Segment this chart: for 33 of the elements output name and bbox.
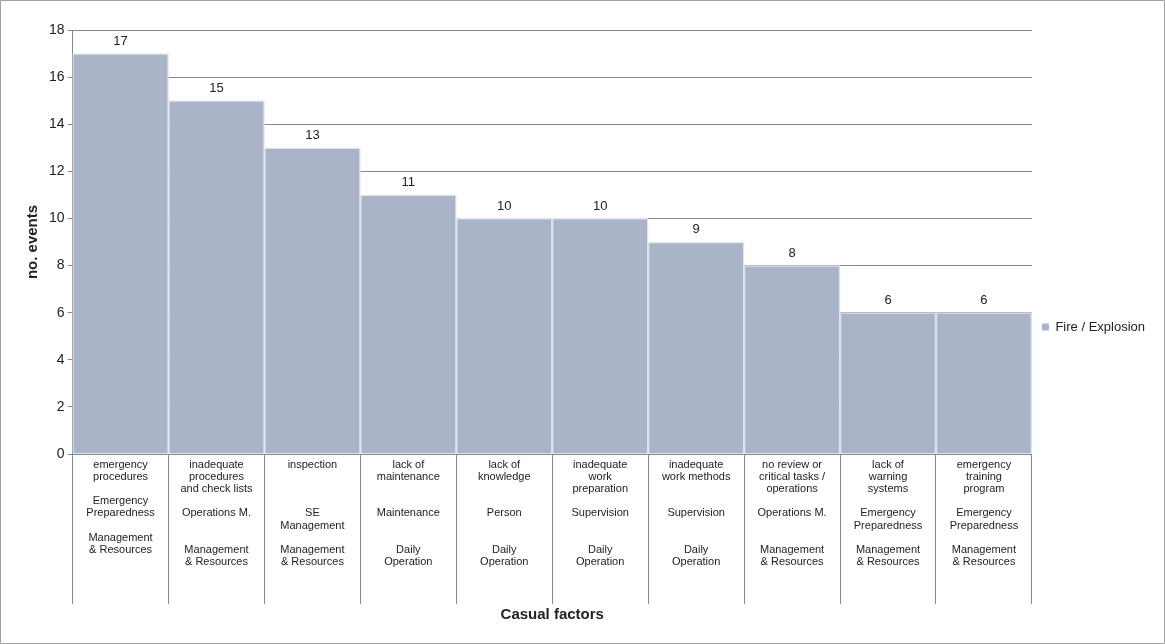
y-tick-label: 0 <box>56 444 65 461</box>
category-label: inadequate procedures and check lists Operations M. Management & Resources <box>180 458 253 567</box>
x-tick-label: lack of warning systems Emergency Preparedness Management & Resources <box>853 458 923 567</box>
y-tick-label: 18 <box>48 20 65 37</box>
data-label: 9 <box>692 221 700 237</box>
data-label: 10 <box>592 197 608 213</box>
y-tick-label: 16 <box>48 67 65 84</box>
category-label: inspection SE Management Management & Resources <box>280 458 345 567</box>
data-label: 13 <box>305 126 320 142</box>
y-tick-label: 4 <box>56 350 65 367</box>
category-label: inadequate work methods Supervision Daily Operation <box>661 458 731 567</box>
category-label: no review or critical tasks / operations Operations M. Management & Resources <box>757 458 827 567</box>
y-tick-label: 6 <box>56 303 65 320</box>
data-label: 6 <box>884 291 892 307</box>
y-tick-label: 12 <box>48 162 65 179</box>
y-tick-label: 2 <box>56 397 65 414</box>
category-label: lack of maintenance Maintenance Daily Operation <box>376 458 440 567</box>
y-tick-label: 10 <box>48 209 65 226</box>
data-label: 8 <box>788 244 796 260</box>
x-tick-label: emergency training program Emergency Preparedness Management & Resources <box>949 458 1019 567</box>
data-label: 15 <box>209 79 224 95</box>
data-label: 17 <box>113 32 128 48</box>
data-label: 6 <box>980 291 988 307</box>
x-tick-label: emergency procedures Emergency Preparedness Management & Resources <box>86 458 156 555</box>
data-label: 10 <box>497 197 512 213</box>
y-axis-title: no. events <box>23 204 41 280</box>
category-label: lack of knowledge Person Daily Operation <box>477 458 531 567</box>
legend-label: Fire / Explosion <box>1055 318 1145 334</box>
y-tick-label: 14 <box>48 115 65 132</box>
y-tick-label: 8 <box>56 256 65 273</box>
category-label: inadequate work preparation Supervision Daily Operation <box>571 458 629 567</box>
x-axis-title: Casual factors <box>500 605 604 623</box>
data-label: 11 <box>401 173 416 189</box>
